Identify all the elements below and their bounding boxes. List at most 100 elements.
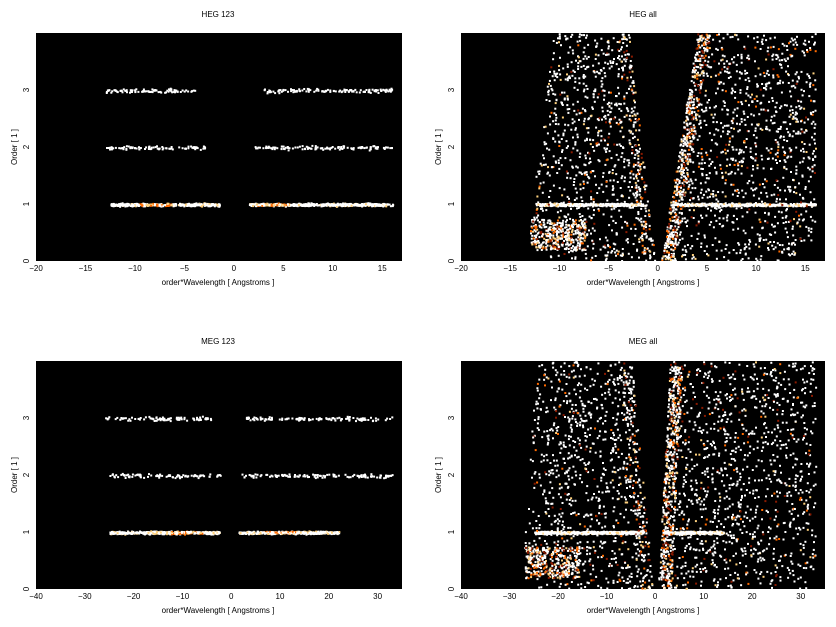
- heatmap-pixel: [608, 224, 611, 227]
- heatmap-pixel: [265, 145, 268, 148]
- heatmap-pixel: [645, 223, 648, 226]
- heatmap-pixel: [756, 41, 759, 43]
- heatmap-pixel: [767, 109, 770, 112]
- heatmap-pixel: [626, 222, 629, 225]
- heatmap-pixel: [693, 111, 696, 114]
- heatmap-pixel: [772, 53, 775, 56]
- heatmap-pixel: [621, 252, 624, 255]
- y-tick-label: 3: [22, 87, 31, 92]
- heatmap-pixel: [274, 146, 277, 149]
- heatmap-pixel: [804, 205, 807, 207]
- heatmap-pixel: [631, 81, 634, 84]
- heatmap-pixel: [687, 175, 690, 178]
- heatmap-pixel: [692, 134, 695, 137]
- heatmap-pixel: [611, 203, 614, 206]
- heatmap-pixel: [715, 47, 718, 50]
- heatmap-pixel: [562, 235, 565, 238]
- heatmap-pixel: [791, 111, 794, 114]
- heatmap-pixel: [340, 147, 342, 150]
- heatmap-pixel: [738, 77, 741, 80]
- heatmap-pixel: [198, 204, 201, 206]
- heatmap-pixel: [552, 40, 555, 42]
- heatmap-pixel: [307, 90, 310, 93]
- heatmap-pixel: [774, 106, 777, 109]
- heatmap-pixel: [274, 92, 277, 95]
- heatmap-pixel: [798, 105, 801, 108]
- heatmap-pixel: [743, 205, 746, 208]
- heatmap-pixel: [689, 104, 692, 107]
- heatmap-pixel: [710, 139, 713, 142]
- heatmap-pixel: [118, 147, 121, 150]
- heatmap-pixel: [792, 115, 795, 118]
- heatmap-pixel: [596, 204, 599, 207]
- heatmap-pixel: [761, 183, 764, 185]
- heatmap-pixel: [687, 107, 690, 110]
- heatmap-pixel: [801, 160, 804, 163]
- heatmap-pixel: [560, 44, 562, 47]
- heatmap-pixel: [316, 204, 319, 207]
- heatmap-pixel: [631, 186, 633, 188]
- heatmap-pixel: [576, 207, 578, 210]
- heatmap-pixel: [610, 208, 613, 211]
- heatmap-pixel: [573, 109, 576, 112]
- heatmap-pixel: [609, 62, 612, 64]
- heatmap-pixel: [375, 203, 378, 205]
- heatmap-pixel: [755, 105, 757, 108]
- heatmap-pixel: [667, 258, 670, 261]
- heatmap-pixel: [210, 204, 213, 207]
- heatmap-pixel: [716, 34, 719, 36]
- heatmap-pixel: [603, 94, 606, 97]
- heatmap-pixel: [777, 194, 780, 197]
- heatmap-pixel: [727, 173, 730, 176]
- heatmap-pixel: [591, 239, 594, 242]
- heatmap-pixel: [279, 203, 282, 206]
- heatmap-pixel: [746, 86, 749, 89]
- heatmap-pixel: [218, 203, 221, 206]
- heatmap-pixel: [623, 97, 626, 100]
- heatmap-pixel: [698, 162, 701, 165]
- heatmap-pixel: [805, 116, 807, 119]
- heatmap-pixel: [552, 155, 555, 158]
- heatmap-pixel: [636, 201, 639, 203]
- heatmap-pixel: [585, 84, 588, 87]
- heatmap-pixel: [536, 195, 539, 198]
- heatmap-pixel: [724, 203, 727, 206]
- heatmap-pixel: [290, 88, 292, 91]
- heatmap-pixel: [634, 121, 637, 124]
- heatmap-pixel: [689, 199, 691, 202]
- heatmap-pixel: [667, 243, 670, 245]
- heatmap-pixel: [785, 215, 788, 218]
- heatmap-pixel: [717, 80, 720, 83]
- heatmap-pixel: [678, 211, 681, 214]
- heatmap-pixel: [622, 69, 625, 72]
- heatmap-pixel: [678, 190, 681, 193]
- heatmap-pixel: [688, 95, 691, 98]
- heatmap-pixel: [579, 183, 582, 186]
- heatmap-pixel: [623, 158, 626, 161]
- heatmap-pixel: [181, 147, 184, 150]
- heatmap-pixel: [744, 72, 747, 75]
- heatmap-pixel: [679, 231, 682, 234]
- heatmap-pixel: [688, 131, 691, 134]
- heatmap-pixel: [757, 123, 760, 126]
- heatmap-pixel: [711, 244, 714, 246]
- heatmap-pixel: [736, 218, 738, 221]
- heatmap-pixel: [677, 205, 679, 208]
- heatmap-pixel: [578, 203, 581, 206]
- heatmap-pixel: [679, 185, 682, 187]
- heatmap-pixel: [546, 147, 548, 150]
- heatmap-pixel: [673, 215, 676, 218]
- heatmap-pixel: [596, 118, 599, 121]
- heatmap-pixel: [591, 227, 594, 230]
- heatmap-pixel: [770, 168, 772, 170]
- heatmap-pixel: [797, 100, 800, 103]
- heatmap-pixel: [168, 204, 171, 207]
- heatmap-pixel: [549, 190, 552, 192]
- heatmap-pixel: [646, 247, 649, 250]
- heatmap-pixel: [346, 204, 349, 206]
- heatmap-pixel: [773, 193, 776, 196]
- heatmap-pixel: [587, 131, 590, 134]
- heatmap-pixel: [600, 80, 603, 83]
- heatmap-pixel: [542, 224, 545, 227]
